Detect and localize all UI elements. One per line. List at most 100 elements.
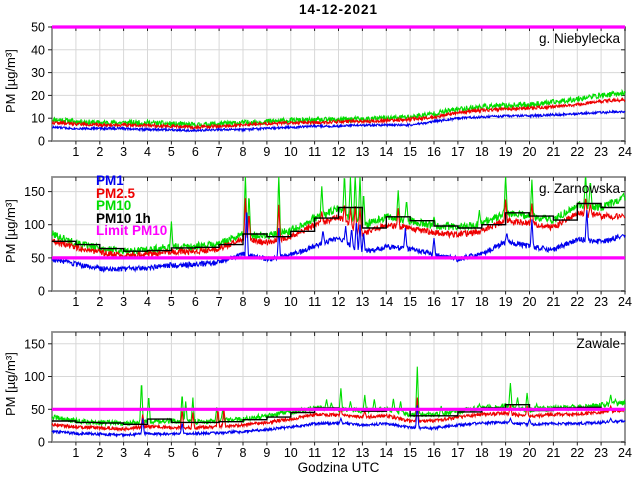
y-tick-label: 50 [31,403,45,417]
x-tick-label: 5 [168,295,175,309]
y-axis-label-panel1: PM [µg/m³] [3,49,18,113]
x-tick-label: 6 [192,295,199,309]
x-tick-label: 7 [216,295,223,309]
x-tick-label: 20 [523,145,537,159]
series-pm2-5 [51,96,626,131]
y-tick-label: 150 [24,185,45,199]
x-tick-label: 15 [403,295,417,309]
y-tick-label: 150 [24,337,45,351]
x-tick-label: 4 [144,446,151,460]
x-tick-label: 20 [523,295,537,309]
x-tick-label: 10 [284,446,298,460]
x-tick-label: 23 [594,446,608,460]
legend-item-pm10-1h: PM10 1h [96,210,151,226]
x-tick-label: 22 [570,145,584,159]
y-tick-label: 20 [31,89,45,103]
y-tick-label: 30 [31,66,45,80]
y-tick-label: 0 [38,135,45,149]
x-tick-label: 5 [168,446,175,460]
series-pm1 [52,109,626,133]
x-tick-label: 23 [594,295,608,309]
station-label-zawale: Zawale [576,336,620,351]
x-tick-label: 15 [403,145,417,159]
y-axis-label-panel3: PM [µg/m³] [3,352,18,416]
x-tick-label: 21 [546,145,560,159]
x-tick-label: 8 [240,145,247,159]
x-tick-label: 13 [355,446,369,460]
x-tick-label: 10 [284,145,298,159]
x-tick-label: 6 [192,446,199,460]
legend-item-pm1: PM1 [96,173,124,188]
x-tick-label: 21 [546,295,560,309]
x-tick-label: 2 [96,295,103,309]
x-tick-label: 2 [96,446,103,460]
x-tick-label: 9 [263,145,270,159]
x-tick-label: 5 [168,145,175,159]
x-tick-label: 12 [332,145,346,159]
x-tick-label: 19 [499,446,513,460]
x-tick-label: 7 [216,145,223,159]
x-tick-label: 11 [308,295,321,309]
x-tick-label: 24 [618,145,632,159]
y-tick-label: 10 [31,112,45,126]
x-tick-label: 22 [570,295,584,309]
legend-item-limit-pm10: Limit PM10 [96,223,168,238]
x-tick-label: 24 [618,446,632,460]
x-tick-label: 16 [427,295,441,309]
x-tick-label: 17 [451,145,465,159]
station-label-niebylecka: g. Niebylecka [538,31,620,46]
x-tick-label: 4 [144,295,151,309]
x-tick-label: 17 [451,446,465,460]
x-tick-label: 11 [308,446,321,460]
x-tick-label: 16 [427,446,441,460]
series-pm2-5 [51,198,626,259]
x-tick-label: 2 [96,145,103,159]
x-tick-label: 4 [144,145,151,159]
x-tick-label: 23 [594,145,608,159]
x-tick-label: 6 [192,145,199,159]
x-tick-label: 3 [120,295,127,309]
y-tick-label: 50 [31,21,45,35]
legend-item-pm25: PM2.5 [96,185,136,201]
y-tick-label: 100 [24,218,45,232]
x-tick-label: 18 [475,446,489,460]
x-tick-label: 8 [240,295,247,309]
x-tick-label: 22 [570,446,584,460]
x-tick-label: 3 [120,446,127,460]
x-tick-label: 19 [499,295,513,309]
series-pm1 [51,210,626,274]
x-tick-label: 24 [618,295,632,309]
x-tick-label: 13 [355,145,369,159]
x-tick-label: 12 [332,446,346,460]
series-pm10 [51,88,626,129]
x-tick-label: 1 [72,145,79,159]
x-tick-label: 1 [72,295,79,309]
legend-item-pm10: PM10 [96,198,132,213]
x-axis-label: Godzina UTC [297,460,380,475]
x-tick-label: 1 [72,446,79,460]
station-label-zarnowska: g. Zarnowska [538,181,620,196]
figure-title: 14-12-2021 [298,2,379,17]
x-tick-label: 18 [475,145,489,159]
x-tick-label: 18 [475,295,489,309]
y-axis-label-panel2: PM [µg/m³] [3,199,18,263]
y-tick-label: 100 [24,370,45,384]
x-tick-label: 3 [120,145,127,159]
series-pm2-5 [51,397,626,433]
y-tick-label: 0 [38,436,45,450]
x-tick-label: 13 [355,295,369,309]
x-tick-label: 9 [263,446,270,460]
x-tick-label: 19 [499,145,513,159]
x-tick-label: 12 [332,295,346,309]
legend: PM1 PM2.5 PM10 PM10 1h Limit PM10 [96,173,168,238]
x-tick-label: 14 [379,295,393,309]
x-tick-label: 20 [523,446,537,460]
x-tick-label: 14 [379,446,393,460]
x-tick-label: 17 [451,295,465,309]
series-pm1 [51,405,626,438]
x-tick-label: 15 [403,446,417,460]
x-tick-label: 11 [308,145,321,159]
x-tick-label: 21 [546,446,560,460]
